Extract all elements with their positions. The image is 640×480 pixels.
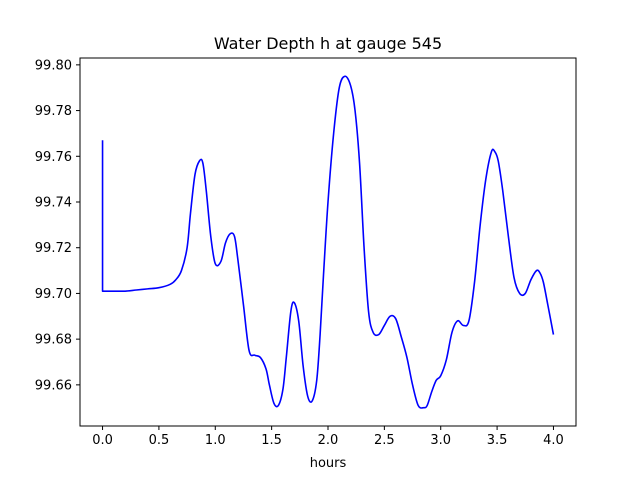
x-tick-label: 3.0: [430, 433, 451, 448]
y-tick-label: 99.78: [35, 104, 72, 119]
y-tick-label: 99.68: [35, 333, 72, 348]
x-axis-label: hours: [310, 456, 347, 471]
series-layer: [101, 75, 555, 409]
y-tick-label: 99.80: [35, 58, 72, 73]
x-tick-label: 2.0: [318, 433, 339, 448]
y-tick-label: 99.76: [35, 150, 72, 165]
x-tick-label: 1.0: [205, 433, 226, 448]
chart-title: Water Depth h at gauge 545: [214, 34, 442, 53]
x-tick-label: 0.5: [149, 433, 170, 448]
x-tick-label: 3.5: [487, 433, 508, 448]
x-tick-label: 2.5: [374, 433, 395, 448]
x-tick-label: 4.0: [543, 433, 564, 448]
series-line: [101, 75, 555, 409]
y-tick-label: 99.66: [35, 378, 72, 393]
x-tick-label: 0.0: [92, 433, 113, 448]
x-axis: 0.0 0.5 1.0 1.5 2.0 2.5 3.0 3.5 4.0: [92, 426, 564, 448]
x-tick-label: 1.5: [261, 433, 282, 448]
y-tick-label: 99.72: [35, 241, 72, 256]
y-axis: 99.66 99.68 99.70 99.72 99.74 99.76 99.78 99.80: [35, 58, 80, 393]
y-tick-label: 99.70: [35, 287, 72, 302]
y-tick-label: 99.74: [35, 196, 72, 211]
